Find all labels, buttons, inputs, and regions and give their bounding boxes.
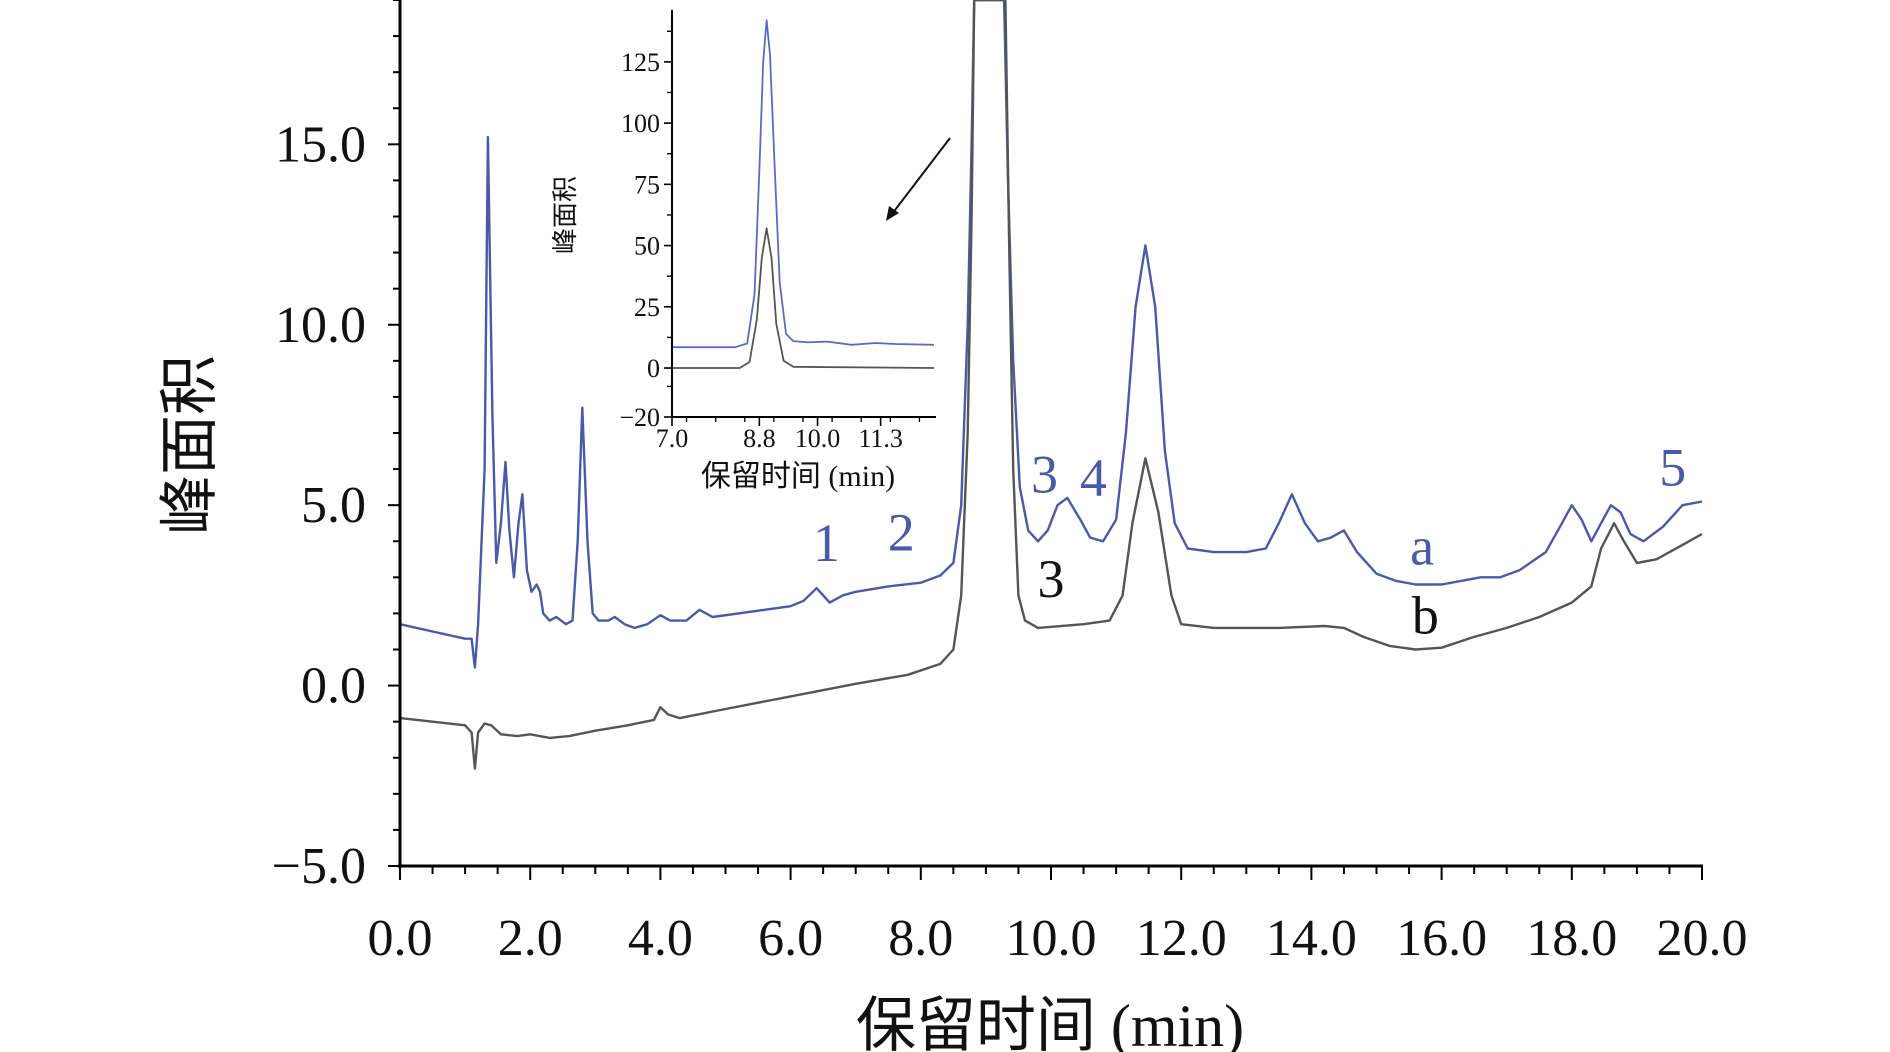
peak-label: 2	[888, 502, 915, 562]
y-tick-label: 0.0	[301, 658, 366, 715]
inset-chart: −20 0 25 50 75 100 125 7.0 8.8 10.0 11.3 峰面积 保留时间…	[551, 4, 951, 493]
x-tick-label: 2.0	[498, 910, 563, 967]
inset-x-tick-label: 7.0	[656, 424, 689, 453]
x-tick-label: 20.0	[1657, 910, 1748, 967]
inset-x-axis-title: 保留时间 (min)	[701, 460, 895, 493]
y-tick-label: 5.0	[301, 477, 366, 534]
peak-label: 3	[1031, 445, 1058, 505]
x-tick-label: 0.0	[368, 910, 433, 967]
peak-label: a	[1410, 517, 1434, 577]
main-x-tick-labels: 0.0 2.0 4.0 6.0 8.0 10.0 12.0 14.0 16.0 18.0 20.0	[368, 910, 1748, 967]
inset-series-layer	[672, 19, 935, 369]
x-tick-label: 16.0	[1396, 910, 1487, 967]
peak-label: 5	[1659, 437, 1686, 497]
inset-tick-marks	[664, 30, 921, 426]
inset-y-tick-labels: −20 0 25 50 75 100 125	[619, 48, 660, 432]
x-tick-label: 18.0	[1526, 910, 1617, 967]
y-tick-label: 10.0	[275, 297, 366, 354]
inset-y-tick-label: 75	[634, 170, 660, 199]
inset-x-tick-label: 8.8	[743, 424, 776, 453]
peak-label: 4	[1080, 448, 1107, 508]
inset-y-tick-label: 0	[647, 354, 660, 383]
peak-label: 1	[813, 513, 840, 573]
x-tick-label: 4.0	[628, 910, 693, 967]
inset-y-tick-label: 100	[621, 109, 660, 138]
peak-label: b	[1412, 585, 1439, 645]
inset-y-axis-title: 峰面积	[551, 176, 580, 254]
series-line-a	[399, 0, 1703, 669]
main-x-axis-title: 保留时间 (min)	[856, 993, 1244, 1052]
inset-y-tick-label: 125	[621, 48, 660, 77]
x-tick-label: 12.0	[1136, 910, 1227, 967]
inset-x-tick-label: 11.3	[858, 424, 903, 453]
main-series-layer	[399, 0, 1703, 770]
y-tick-label: −5.0	[272, 838, 366, 895]
x-tick-label: 14.0	[1266, 910, 1357, 967]
inset-x-tick-label: 10.0	[795, 424, 841, 453]
main-y-tick-labels: −5.0 0.0 5.0 10.0 15.0	[272, 116, 366, 895]
inset-y-tick-label: 50	[634, 232, 660, 261]
inset-x-tick-labels: 7.0 8.8 10.0 11.3	[656, 424, 903, 453]
main-tick-marks	[388, 0, 1703, 880]
main-y-axis-title: 峰面积	[157, 355, 223, 535]
y-tick-label: 15.0	[275, 116, 366, 173]
inset-series-line-b	[672, 227, 935, 369]
x-tick-label: 10.0	[1006, 910, 1097, 967]
x-tick-label: 8.0	[888, 910, 953, 967]
main-peak-labels: 1 2 3 4 5 a 3 b	[813, 437, 1686, 645]
inset-background	[672, 4, 936, 416]
inset-y-tick-label: −20	[619, 403, 660, 432]
inset-y-tick-label: 25	[634, 293, 660, 322]
peak-label: 3	[1038, 549, 1065, 609]
x-tick-label: 6.0	[758, 910, 823, 967]
inset-series-line-a	[672, 19, 935, 349]
arrow-icon	[886, 137, 951, 221]
series-line-b	[399, 0, 1703, 770]
